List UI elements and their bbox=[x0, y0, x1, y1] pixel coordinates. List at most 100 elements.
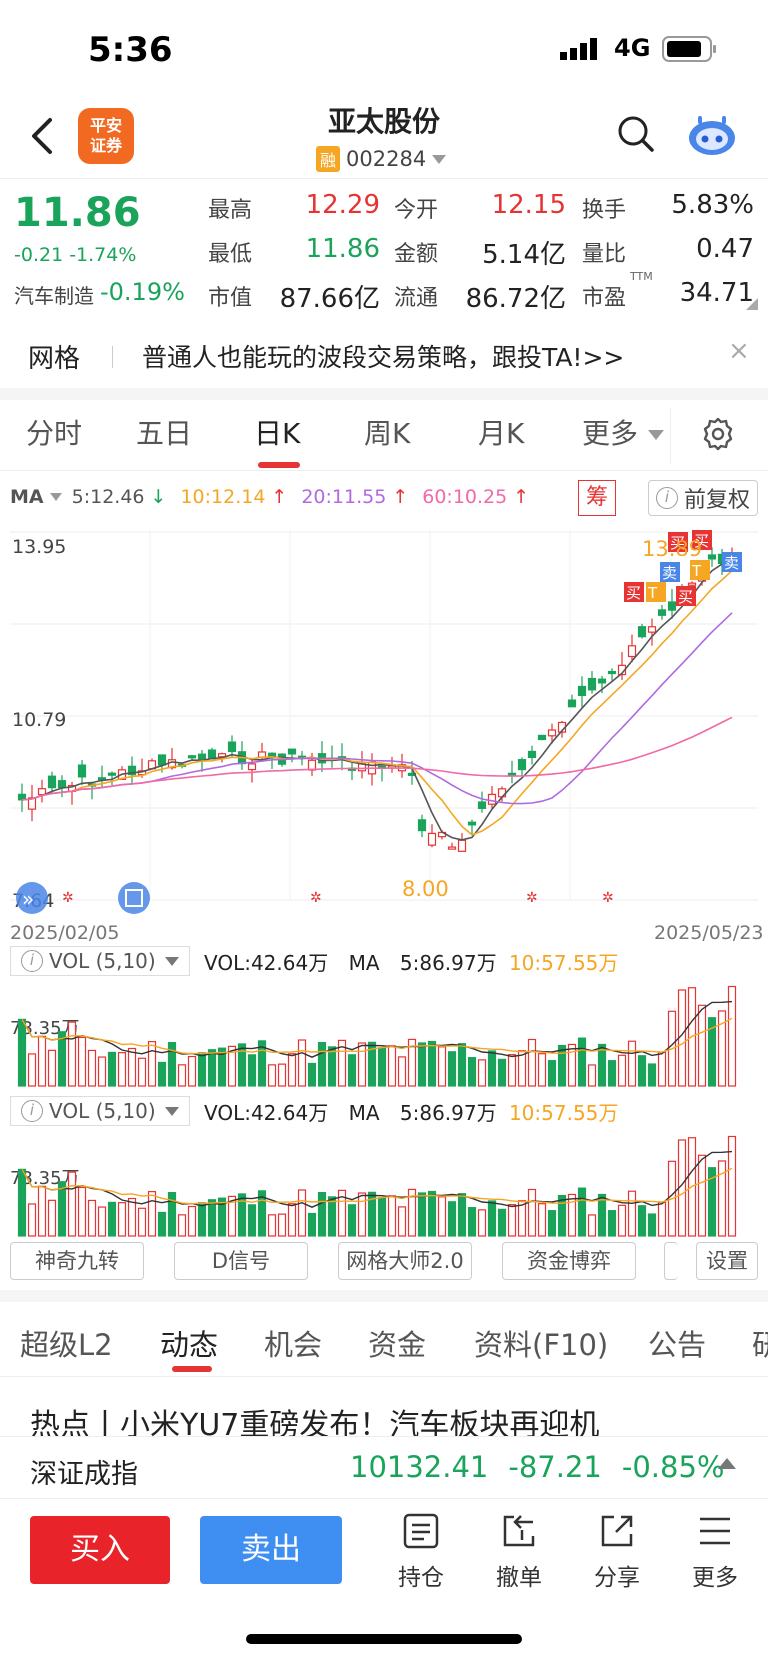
stock-code-selector[interactable]: 融 002284 bbox=[316, 146, 447, 172]
ma-label: MA bbox=[348, 1100, 380, 1125]
tab-announcements[interactable]: 公告 bbox=[648, 1328, 707, 1362]
candle-body bbox=[247, 763, 257, 771]
turnover-label: 换手 bbox=[582, 198, 627, 223]
gear-icon[interactable] bbox=[700, 416, 736, 452]
holdings-label: 持仓 bbox=[398, 1565, 444, 1591]
sector-name[interactable]: 汽车制造 bbox=[14, 284, 94, 308]
volume-bar bbox=[307, 1212, 317, 1237]
index-name: 深证成指 bbox=[30, 1459, 138, 1490]
volume-bar bbox=[617, 1054, 627, 1087]
broker-logo[interactable]: 平安 证券 bbox=[78, 108, 134, 164]
candle-body bbox=[227, 741, 237, 753]
candle-body bbox=[537, 734, 547, 741]
chip-distribution-button[interactable]: 筹 bbox=[578, 480, 616, 516]
candle-body bbox=[647, 626, 657, 633]
indicator-selector[interactable]: i VOL (5,10) bbox=[10, 946, 190, 976]
ma-selector[interactable]: MA bbox=[10, 486, 44, 508]
tab-more[interactable]: 更多 bbox=[582, 417, 639, 450]
price-adjust-button[interactable]: i 前复权 bbox=[648, 480, 758, 516]
more-label: 更多 bbox=[692, 1565, 738, 1591]
expand-corner-icon[interactable] bbox=[746, 298, 758, 310]
volume-bar bbox=[147, 1191, 157, 1237]
caret-down-icon bbox=[165, 1106, 179, 1116]
tool-d-signal[interactable]: D信号 bbox=[174, 1242, 308, 1280]
tab-opportunity[interactable]: 机会 bbox=[264, 1328, 323, 1362]
index-ticker[interactable] bbox=[0, 1436, 768, 1498]
volume-bar bbox=[307, 1062, 317, 1087]
robot-assistant-icon[interactable] bbox=[686, 112, 738, 158]
volume-bar bbox=[697, 1004, 707, 1087]
tab-intraday[interactable]: 分时 bbox=[26, 417, 83, 450]
buy-button[interactable]: 买入 bbox=[30, 1516, 170, 1584]
candle-body bbox=[607, 670, 617, 675]
tool-magic-nine[interactable]: 神奇九转 bbox=[10, 1242, 144, 1280]
volume-chart[interactable]: 73.35万 bbox=[10, 974, 758, 1088]
volume-bar bbox=[407, 1038, 417, 1087]
event-marker-icon: ✲ bbox=[602, 890, 614, 906]
volume-bar bbox=[197, 1202, 207, 1237]
volume-bar bbox=[37, 1035, 47, 1087]
tab-five-day[interactable]: 五日 bbox=[136, 417, 193, 450]
candle-body bbox=[587, 677, 597, 691]
candle-body bbox=[477, 801, 487, 809]
sector-change[interactable]: -0.19% bbox=[100, 278, 185, 306]
volume-bar bbox=[297, 1039, 307, 1087]
tool-grid-master[interactable]: 网格大师2.0 bbox=[338, 1242, 472, 1280]
tool-partial[interactable] bbox=[664, 1242, 678, 1280]
banner-text[interactable]: 普通人也能玩的波段交易策略，跟投TA!>> bbox=[142, 343, 625, 372]
tab-weekly-k[interactable]: 周K bbox=[364, 417, 411, 450]
more-button[interactable]: 更多 bbox=[680, 1512, 750, 1592]
tool-fund-game[interactable]: 资金博弈 bbox=[502, 1242, 636, 1280]
caret-up-icon[interactable] bbox=[718, 1458, 736, 1469]
volume-bar bbox=[147, 1041, 157, 1087]
event-marker-icon: ✲ bbox=[62, 890, 74, 906]
expand-chart-icon[interactable]: » bbox=[16, 882, 48, 914]
volume-chart[interactable]: 73.35万 bbox=[10, 1124, 758, 1238]
volume-bar bbox=[317, 1041, 327, 1087]
tab-daily-k[interactable]: 日K bbox=[254, 417, 301, 450]
indicator-label: VOL (5,10) bbox=[49, 949, 156, 973]
volume-bar bbox=[447, 1201, 457, 1237]
volume-bar bbox=[297, 1189, 307, 1237]
candle-body bbox=[527, 750, 537, 759]
volume-bar bbox=[517, 1050, 527, 1087]
volume-bar bbox=[177, 1064, 187, 1087]
stock-name[interactable]: 亚太股份 bbox=[327, 105, 440, 138]
vol-ma10: 10:57.55万 bbox=[508, 950, 619, 975]
candle-body bbox=[567, 699, 577, 708]
trade-signal-label: 买 bbox=[678, 588, 693, 606]
volume-bar bbox=[727, 985, 737, 1087]
tab-research[interactable]: 研 bbox=[752, 1328, 768, 1362]
info-icon: i bbox=[655, 487, 678, 509]
ma60-value: 60:10.25 bbox=[422, 486, 508, 508]
holdings-button[interactable]: 持仓 bbox=[386, 1512, 456, 1592]
volume-bar bbox=[207, 1199, 217, 1237]
share-button[interactable]: 分享 bbox=[582, 1512, 652, 1592]
indicator-selector[interactable]: i VOL (5,10) bbox=[10, 1096, 190, 1126]
cancel-order-button[interactable]: 撤单 bbox=[484, 1512, 554, 1592]
candle-body bbox=[657, 609, 667, 616]
tool-settings[interactable]: 设置 bbox=[696, 1242, 758, 1280]
close-icon[interactable]: × bbox=[728, 336, 750, 366]
tab-funds[interactable]: 资金 bbox=[368, 1328, 427, 1362]
search-icon[interactable] bbox=[616, 114, 656, 154]
promo-banner[interactable] bbox=[0, 318, 768, 388]
mcap-label: 市值 bbox=[208, 286, 253, 311]
index-pct: -0.85% bbox=[621, 1450, 725, 1484]
tab-l2[interactable]: 超级L2 bbox=[20, 1328, 113, 1362]
candle-body bbox=[207, 749, 217, 760]
status-bar: 5:36 4G bbox=[0, 0, 768, 95]
tab-profile[interactable]: 资料(F10) bbox=[474, 1328, 609, 1362]
volume-bar bbox=[287, 1203, 297, 1237]
tab-news[interactable]: 动态 bbox=[160, 1328, 219, 1362]
fullscreen-icon[interactable] bbox=[118, 882, 150, 914]
volume-bar bbox=[487, 1050, 497, 1087]
volume-bar bbox=[717, 1160, 727, 1237]
volume-bar bbox=[267, 1064, 277, 1087]
volume-bar bbox=[367, 1041, 377, 1087]
back-icon[interactable] bbox=[22, 112, 62, 160]
volume-bar bbox=[427, 1190, 437, 1237]
tab-monthly-k[interactable]: 月K bbox=[478, 417, 525, 450]
sell-button[interactable]: 卖出 bbox=[200, 1516, 342, 1584]
